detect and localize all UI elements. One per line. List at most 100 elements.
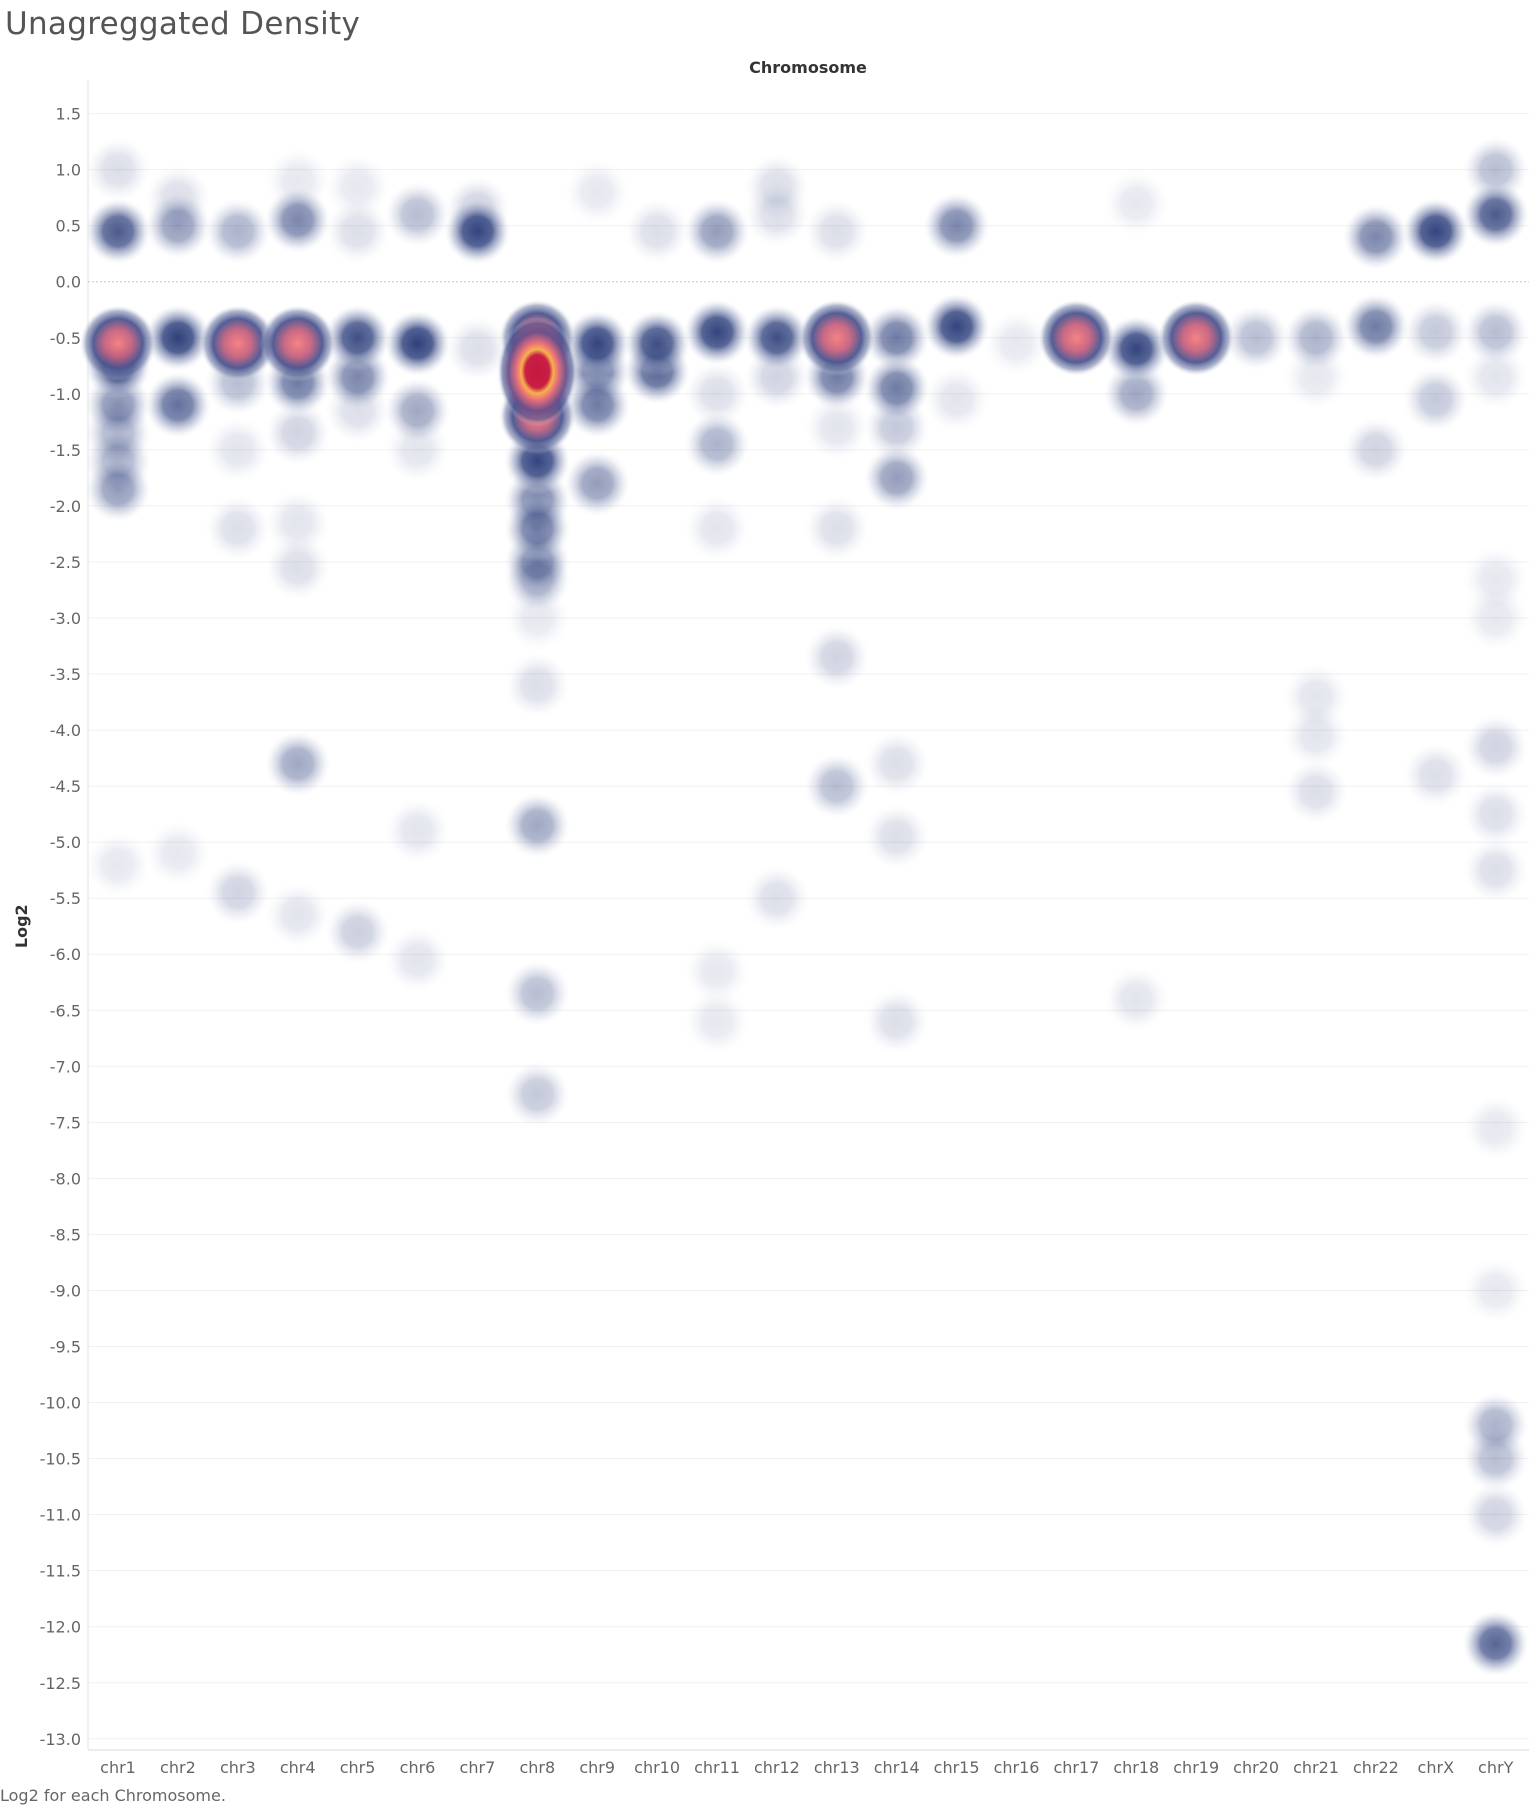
density-blob-chrY xyxy=(1462,713,1529,780)
y-tick-label: -4.5 xyxy=(50,777,81,796)
density-blob-chr15 xyxy=(923,293,990,360)
density-blob-chr15 xyxy=(923,366,990,433)
density-blob-chrY xyxy=(1462,781,1529,848)
density-blob-chr9 xyxy=(564,372,631,439)
x-tick-label: chr2 xyxy=(160,1758,196,1777)
density-blob-chr12 xyxy=(743,304,810,371)
density-blob-chr1 xyxy=(85,136,151,203)
density-blob-chrY xyxy=(1462,1257,1529,1324)
x-tick-label: chr4 xyxy=(280,1758,316,1777)
density-blob-chr13 xyxy=(803,394,870,461)
density-blob-chr13 xyxy=(798,299,875,376)
density-blob-chr10 xyxy=(624,198,691,265)
density-blob-chrX xyxy=(1402,198,1469,265)
density-blob-chr3 xyxy=(204,198,271,265)
y-tick-label: -6.5 xyxy=(50,1001,81,1020)
density-blob-chr1 xyxy=(85,456,151,523)
density-blob-chr8 xyxy=(504,792,571,859)
y-tick-label: 1.5 xyxy=(56,105,81,124)
x-tick-label: chrY xyxy=(1478,1758,1514,1777)
y-tick-label: -3.0 xyxy=(50,609,81,628)
density-blob-chr10 xyxy=(624,310,691,377)
density-blob-chr5 xyxy=(324,198,391,265)
density-blob-chrY xyxy=(1462,181,1529,248)
density-blob-chrX xyxy=(1402,299,1469,366)
density-blob-chr19 xyxy=(1158,299,1235,376)
x-tick-label: chr18 xyxy=(1113,1758,1159,1777)
y-tick-label: -11.5 xyxy=(40,1562,81,1581)
y-tick-label: -5.5 xyxy=(50,889,81,908)
y-tick-label: -8.0 xyxy=(50,1169,81,1188)
density-blob-chr11 xyxy=(684,198,750,265)
density-blob-chr3 xyxy=(204,859,271,926)
x-tick-label: chr11 xyxy=(694,1758,740,1777)
x-tick-label: chr19 xyxy=(1173,1758,1219,1777)
density-blob-chr7 xyxy=(444,315,511,382)
y-axis-title: Log2 xyxy=(12,904,31,948)
density-blob-chr12 xyxy=(743,865,810,932)
density-blob-chr13 xyxy=(803,198,870,265)
density-blob-chr8 xyxy=(504,960,571,1027)
x-tick-label: chr17 xyxy=(1053,1758,1099,1777)
x-tick-label: chr8 xyxy=(519,1758,555,1777)
density-blob-chr6 xyxy=(384,181,451,248)
x-tick-label: chr3 xyxy=(220,1758,256,1777)
y-tick-label: -2.5 xyxy=(50,553,81,572)
density-blob-chr4 xyxy=(264,882,331,948)
density-blob-chr8 xyxy=(497,316,578,427)
density-blob-chr3 xyxy=(204,495,271,562)
y-tick-label: -5.0 xyxy=(50,833,81,852)
chart-caption: Log2 for each Chromosome. xyxy=(0,1786,226,1805)
density-blob-chr21 xyxy=(1283,758,1349,825)
density-blob-chr11 xyxy=(684,938,750,1005)
density-blob-chr6 xyxy=(384,926,451,993)
density-blob-chr1 xyxy=(80,305,156,382)
density-blob-chr8 xyxy=(504,495,571,562)
density-blob-chr14 xyxy=(863,730,930,797)
density-blob-chr2 xyxy=(144,820,211,887)
density-blob-chr9 xyxy=(564,450,631,517)
density-blob-chr14 xyxy=(863,355,930,422)
y-tick-label: -1.5 xyxy=(50,441,81,460)
density-blob-chr4 xyxy=(264,400,331,467)
y-tick-label: -6.0 xyxy=(50,945,81,964)
density-blob-chr13 xyxy=(803,495,870,562)
density-blob-chrY xyxy=(1462,1391,1529,1458)
density-blob-chrY xyxy=(1462,299,1529,366)
y-tick-label: -12.5 xyxy=(40,1674,81,1693)
x-tick-label: chr13 xyxy=(814,1758,860,1777)
density-blob-chr22 xyxy=(1342,293,1409,360)
x-tick-label: chr10 xyxy=(634,1758,680,1777)
chart-title: Unagreggated Density xyxy=(5,6,361,42)
density-blob-chr1 xyxy=(85,198,151,265)
density-blob-chr9 xyxy=(564,310,631,377)
x-tick-label: chr21 xyxy=(1293,1758,1339,1777)
density-blob-chr21 xyxy=(1283,702,1349,769)
y-tick-label: -9.5 xyxy=(50,1338,81,1357)
y-tick-label: 1.0 xyxy=(56,161,81,180)
density-blob-chr6 xyxy=(384,797,451,864)
x-tick-label: chr16 xyxy=(994,1758,1040,1777)
density-blob-chrY xyxy=(1462,1481,1529,1548)
density-blob-chr2 xyxy=(144,372,211,439)
density-blob-chrX xyxy=(1402,366,1469,433)
density-blob-chr14 xyxy=(863,444,930,511)
x-tick-label: chr22 xyxy=(1353,1758,1399,1777)
density-blob-chr12 xyxy=(743,181,810,248)
y-tick-label: 0.5 xyxy=(56,217,81,236)
density-blob-chr4 xyxy=(264,534,331,601)
density-blob-chr9 xyxy=(564,159,631,226)
x-tick-label: chr6 xyxy=(400,1758,436,1777)
y-tick-label: -7.0 xyxy=(50,1057,81,1076)
density-blob-chr22 xyxy=(1342,203,1409,270)
density-blob-chr13 xyxy=(803,624,870,691)
y-tick-label: -13.0 xyxy=(40,1730,81,1749)
density-blob-chrX xyxy=(1402,741,1469,808)
y-tick-label: -4.0 xyxy=(50,721,81,740)
x-tick-label: chrX xyxy=(1418,1758,1455,1777)
density-blob-chrY xyxy=(1462,1094,1529,1161)
density-blob-chr4 xyxy=(259,305,336,382)
x-tick-label: chr1 xyxy=(100,1758,136,1777)
density-blob-chr6 xyxy=(384,377,451,444)
